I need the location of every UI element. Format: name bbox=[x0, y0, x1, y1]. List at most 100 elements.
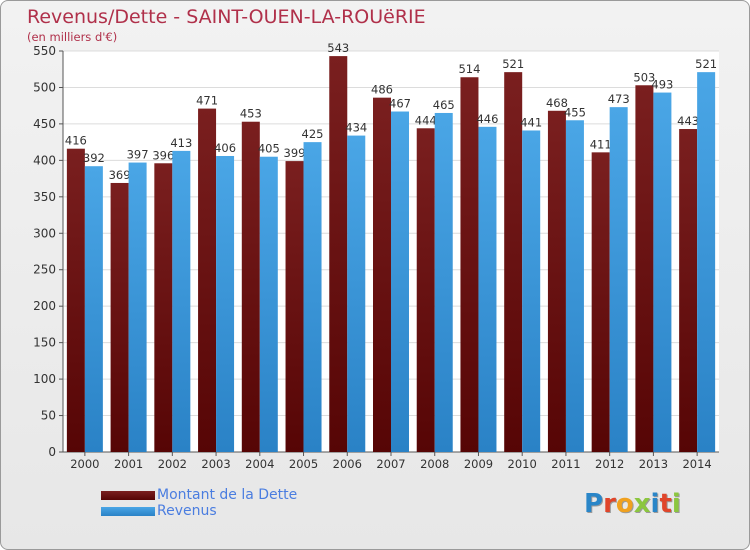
legend-swatch-revenue bbox=[101, 506, 155, 516]
y-tick-label: 50 bbox=[41, 409, 56, 423]
revenue-bar bbox=[172, 150, 191, 453]
revenue-bar bbox=[391, 111, 409, 453]
revenue-bar-label: 455 bbox=[564, 105, 586, 119]
revenue-bar-label: 425 bbox=[302, 127, 324, 141]
y-tick-label: 150 bbox=[33, 336, 56, 350]
debt-bar-label: 543 bbox=[327, 41, 349, 55]
x-tick-label: 2007 bbox=[376, 457, 405, 471]
x-tick-label: 2001 bbox=[114, 457, 143, 471]
revenue-bar-label: 405 bbox=[258, 142, 280, 156]
x-tick-label: 2002 bbox=[158, 457, 187, 471]
revenue-bar-label: 473 bbox=[608, 92, 630, 106]
debt-bar bbox=[460, 77, 479, 452]
debt-bar-label: 399 bbox=[284, 146, 306, 160]
debt-bar-label: 369 bbox=[109, 168, 131, 182]
debt-bar bbox=[373, 97, 391, 453]
debt-bar-label: 514 bbox=[458, 62, 480, 76]
debt-bar-label: 471 bbox=[196, 94, 218, 108]
logo-letter: o bbox=[615, 489, 634, 519]
x-tick-label: 2013 bbox=[639, 457, 668, 471]
debt-bar-label: 396 bbox=[152, 148, 174, 162]
revenue-bar bbox=[434, 112, 453, 453]
revenue-bar bbox=[478, 126, 497, 453]
y-tick-label: 0 bbox=[48, 445, 56, 459]
x-tick-label: 2014 bbox=[682, 457, 711, 471]
revenue-bar bbox=[609, 107, 628, 452]
debt-bar-label: 416 bbox=[65, 134, 87, 148]
debt-bar-label: 444 bbox=[415, 113, 437, 127]
x-tick-label: 2003 bbox=[201, 457, 230, 471]
revenue-bar-label: 441 bbox=[520, 115, 542, 129]
debt-bar bbox=[198, 108, 217, 453]
logo-letter: t bbox=[659, 489, 672, 519]
debt-bar bbox=[547, 110, 566, 452]
legend: Montant de la Dette Revenus bbox=[101, 487, 297, 519]
debt-bar bbox=[635, 85, 654, 452]
chart-subtitle: (en milliers d'€) bbox=[27, 30, 118, 44]
debt-bar bbox=[591, 152, 610, 453]
chart-title: Revenus/Dette - SAINT-OUEN-LA-ROUëRIE bbox=[27, 6, 426, 28]
y-tick-label: 100 bbox=[33, 372, 56, 386]
revenue-bar bbox=[697, 72, 716, 452]
revenue-bar bbox=[303, 142, 322, 453]
logo-letter: P bbox=[584, 489, 604, 519]
proxiti-logo: Proxiti bbox=[584, 489, 681, 519]
x-tick-label: 2011 bbox=[551, 457, 580, 471]
y-tick-label: 450 bbox=[33, 117, 56, 131]
revenue-bar-label: 434 bbox=[345, 121, 367, 135]
revenue-bar-label: 465 bbox=[433, 98, 455, 112]
y-tick-label: 250 bbox=[33, 263, 56, 277]
legend-item-debt: Montant de la Dette bbox=[101, 487, 297, 503]
revenue-bar-label: 406 bbox=[214, 141, 236, 155]
debt-bar-label: 411 bbox=[590, 137, 612, 151]
debt-bar bbox=[66, 148, 85, 452]
revenue-bar-label: 392 bbox=[83, 151, 105, 165]
revenue-bar bbox=[653, 92, 672, 453]
revenue-bar bbox=[565, 120, 584, 452]
revenue-bar-label: 446 bbox=[476, 112, 498, 126]
revenue-bar bbox=[216, 155, 235, 453]
y-tick-label: 350 bbox=[33, 190, 56, 204]
revenue-bar-label: 493 bbox=[651, 78, 673, 92]
logo-letter: i bbox=[671, 489, 681, 519]
debt-bar bbox=[679, 129, 698, 452]
y-tick-label: 300 bbox=[33, 226, 56, 240]
x-tick-label: 2010 bbox=[508, 457, 537, 471]
x-tick-label: 2004 bbox=[245, 457, 274, 471]
debt-bar-label: 503 bbox=[633, 70, 655, 84]
revenue-bar-label: 397 bbox=[127, 148, 149, 162]
x-tick-label: 2000 bbox=[70, 457, 99, 471]
debt-bar-label: 486 bbox=[371, 83, 393, 97]
y-tick-label: 400 bbox=[33, 153, 56, 167]
revenue-bar-label: 413 bbox=[170, 136, 192, 150]
y-tick-label: 500 bbox=[33, 80, 56, 94]
revenue-bar bbox=[128, 162, 147, 452]
debt-bar bbox=[329, 56, 348, 452]
debt-bar-label: 521 bbox=[502, 57, 524, 71]
x-tick-label: 2005 bbox=[289, 457, 318, 471]
debt-bar bbox=[241, 121, 260, 453]
debt-bar-label: 468 bbox=[546, 96, 568, 110]
x-tick-label: 2012 bbox=[595, 457, 624, 471]
debt-bar bbox=[110, 182, 129, 452]
revenue-bar bbox=[259, 156, 278, 452]
revenue-bar bbox=[84, 166, 103, 453]
debt-bar bbox=[285, 161, 304, 453]
revenue-bar bbox=[522, 130, 541, 453]
logo-letter: i bbox=[650, 489, 660, 519]
debt-bar bbox=[154, 163, 173, 452]
legend-swatch-debt bbox=[101, 490, 155, 500]
debt-bar bbox=[416, 128, 435, 452]
debt-bar bbox=[504, 72, 523, 452]
x-tick-label: 2006 bbox=[333, 457, 362, 471]
logo-letter: x bbox=[633, 489, 651, 519]
legend-label-revenue: Revenus bbox=[157, 503, 217, 519]
debt-bar-label: 443 bbox=[677, 114, 699, 128]
x-tick-label: 2009 bbox=[464, 457, 493, 471]
legend-item-revenue: Revenus bbox=[101, 503, 297, 519]
debt-bar-label: 453 bbox=[240, 107, 262, 121]
y-tick-label: 550 bbox=[33, 44, 56, 58]
legend-label-debt: Montant de la Dette bbox=[157, 487, 298, 503]
revenue-bar bbox=[347, 135, 366, 453]
